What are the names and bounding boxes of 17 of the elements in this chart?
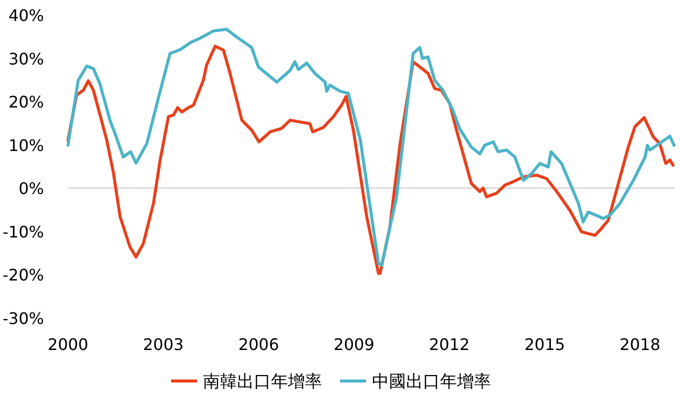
x-tick-label: 2006 [238,335,280,354]
y-tick-label: 10% [8,136,44,155]
legend-label: 南韓出口年增率 [203,372,322,392]
x-tick-label: 2015 [524,335,566,354]
y-tick-label: 20% [8,92,44,112]
x-tick-label: 2018 [620,335,660,354]
x-tick-label: 2003 [142,335,184,354]
x-tick-label: 2000 [48,335,88,354]
y-tick-label: 40% [8,6,44,25]
x-tick-label: 2009 [334,335,374,354]
legend-label: 中國出口年增率 [372,372,491,392]
y-tick-label: 30% [8,49,44,68]
y-tick-label: 0% [18,179,44,198]
y-tick-label: -10% [2,222,44,242]
y-tick-label: -30% [2,309,44,328]
x-tick-label: 2012 [429,335,470,354]
y-tick-label: -20% [2,266,44,285]
